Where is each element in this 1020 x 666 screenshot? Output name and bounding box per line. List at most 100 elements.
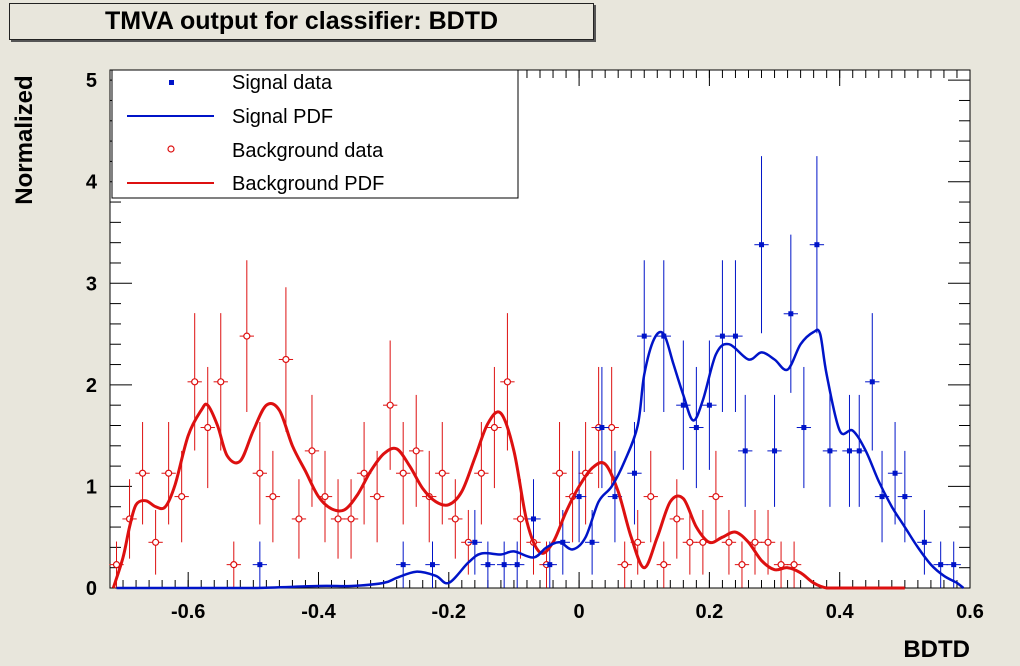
axis-tick-labels: -0.6 -0.4 -0.2 0 0.2 0.4 0.6 0 1 2 3 4 5 bbox=[86, 70, 984, 623]
signal-marker bbox=[631, 470, 637, 476]
background-marker bbox=[790, 561, 798, 569]
background-data-point bbox=[617, 541, 632, 588]
signal-marker bbox=[589, 539, 595, 545]
signal-marker bbox=[530, 516, 536, 522]
background-marker bbox=[451, 515, 459, 523]
background-marker bbox=[699, 538, 707, 546]
signal-data-point bbox=[917, 509, 932, 575]
signal-data-point bbox=[689, 366, 704, 489]
y-tick-label: 5 bbox=[86, 70, 97, 92]
background-marker bbox=[230, 561, 238, 569]
signal-data-point bbox=[933, 541, 948, 588]
background-data-point bbox=[656, 541, 671, 588]
background-data-point bbox=[734, 541, 750, 588]
signal-data-point bbox=[796, 366, 812, 489]
signal-data-point bbox=[702, 340, 717, 470]
legend-signal-pdf: Signal PDF bbox=[232, 106, 333, 128]
background-marker bbox=[308, 447, 316, 455]
background-marker bbox=[751, 538, 759, 546]
background-data-point bbox=[252, 422, 268, 525]
background-marker bbox=[608, 423, 616, 432]
signal-marker bbox=[801, 425, 807, 431]
x-tick-label: 0 bbox=[574, 601, 585, 623]
signal-data-point bbox=[822, 394, 838, 507]
signal-data-point bbox=[728, 260, 743, 412]
signal-data-point bbox=[809, 156, 825, 334]
signal-marker bbox=[501, 562, 507, 568]
background-marker bbox=[217, 378, 225, 386]
background-data-point bbox=[187, 313, 202, 451]
background-marker bbox=[373, 492, 381, 501]
legend-background-data-marker bbox=[167, 145, 175, 153]
y-tick-label: 3 bbox=[86, 273, 97, 295]
background-data-point bbox=[291, 479, 307, 559]
background-marker bbox=[256, 469, 264, 477]
signal-marker bbox=[788, 311, 794, 317]
x-tick-label: 0.4 bbox=[826, 601, 855, 623]
signal-data-point bbox=[754, 156, 769, 334]
background-marker bbox=[191, 378, 199, 386]
signal-marker bbox=[732, 333, 738, 339]
background-data-point bbox=[135, 422, 150, 525]
signal-marker bbox=[485, 562, 491, 568]
background-marker bbox=[621, 561, 629, 569]
signal-data-point bbox=[767, 394, 782, 507]
signal-marker bbox=[827, 448, 833, 454]
background-marker bbox=[438, 469, 446, 477]
background-data-point bbox=[643, 450, 658, 543]
signal-data-series bbox=[252, 156, 961, 588]
signal-marker bbox=[938, 562, 944, 568]
x-tick-label: -0.6 bbox=[171, 601, 205, 623]
background-marker bbox=[634, 538, 642, 546]
signal-marker bbox=[693, 425, 699, 431]
signal-marker bbox=[612, 494, 618, 500]
background-data-point bbox=[682, 509, 698, 575]
signal-marker bbox=[879, 494, 885, 500]
background-data-point bbox=[330, 479, 346, 559]
background-data-point bbox=[343, 479, 359, 559]
background-data-point bbox=[786, 541, 802, 588]
legend-signal-data-marker bbox=[169, 80, 174, 85]
signal-marker bbox=[599, 425, 605, 431]
signal-data-point bbox=[594, 366, 610, 489]
background-marker bbox=[712, 492, 720, 501]
signal-marker bbox=[772, 448, 778, 454]
y-tick-label: 1 bbox=[86, 476, 97, 498]
signal-data-point bbox=[510, 541, 525, 588]
background-marker bbox=[503, 378, 512, 386]
signal-marker bbox=[706, 402, 712, 408]
signal-marker bbox=[680, 402, 686, 408]
background-marker bbox=[516, 515, 525, 523]
background-data-point bbox=[226, 541, 241, 588]
background-marker bbox=[360, 469, 368, 477]
background-marker bbox=[686, 538, 694, 546]
signal-marker bbox=[719, 333, 725, 339]
background-marker bbox=[647, 492, 655, 501]
background-data-point bbox=[448, 479, 463, 559]
signal-marker bbox=[902, 494, 908, 500]
background-marker bbox=[386, 401, 394, 409]
signal-marker bbox=[547, 562, 553, 568]
background-marker bbox=[295, 515, 303, 523]
legend-signal-data: Signal data bbox=[232, 72, 333, 94]
signal-data-point bbox=[480, 541, 496, 588]
background-marker bbox=[477, 469, 485, 477]
signal-data-point bbox=[738, 394, 753, 507]
background-marker bbox=[282, 355, 290, 364]
signal-marker bbox=[742, 448, 748, 454]
background-data-point bbox=[265, 450, 281, 543]
background-marker bbox=[269, 492, 277, 501]
y-tick-label: 2 bbox=[86, 375, 97, 397]
background-data-point bbox=[760, 509, 776, 575]
x-axis-title: BDTD bbox=[903, 636, 970, 663]
background-data-point bbox=[304, 394, 320, 507]
background-marker bbox=[321, 492, 329, 501]
background-data-point bbox=[200, 366, 215, 489]
y-tick-label: 0 bbox=[86, 578, 97, 600]
background-marker bbox=[738, 561, 746, 569]
signal-data-point bbox=[467, 509, 483, 575]
signal-marker bbox=[856, 448, 862, 454]
signal-marker bbox=[846, 448, 852, 454]
signal-marker bbox=[514, 562, 520, 568]
